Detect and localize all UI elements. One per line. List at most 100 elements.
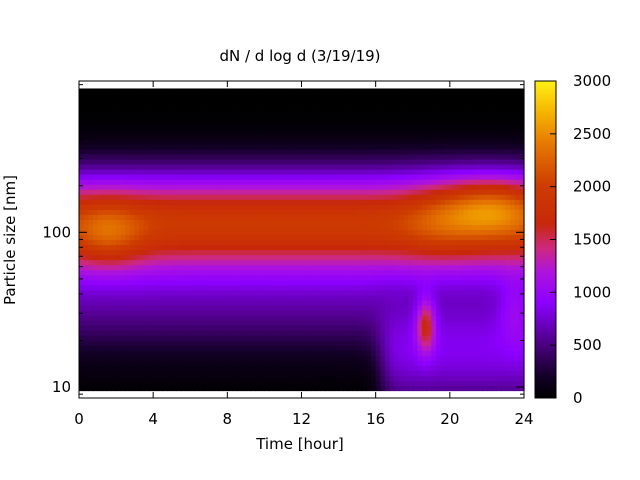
heatmap-cell bbox=[259, 294, 266, 301]
heatmap-cell bbox=[398, 229, 405, 236]
heatmap-cell bbox=[357, 189, 363, 195]
heatmap-cell bbox=[459, 320, 465, 326]
heatmap-cell bbox=[422, 350, 428, 356]
heatmap-cell bbox=[361, 340, 367, 346]
heatmap-cell bbox=[361, 133, 367, 140]
heatmap-cell bbox=[338, 118, 344, 125]
heatmap-cell bbox=[278, 184, 284, 190]
heatmap-cell bbox=[282, 294, 289, 301]
heatmap-cell bbox=[454, 289, 460, 296]
heatmap-cell bbox=[366, 209, 372, 215]
heatmap-cell bbox=[273, 123, 279, 130]
heatmap-cell bbox=[208, 345, 215, 351]
heatmap-cell bbox=[315, 279, 321, 286]
heatmap-cell bbox=[236, 244, 242, 251]
heatmap-cell bbox=[153, 128, 159, 135]
heatmap-cell bbox=[324, 209, 330, 215]
heatmap-cell bbox=[375, 264, 381, 271]
heatmap-cell bbox=[222, 274, 228, 281]
heatmap-cell bbox=[398, 194, 405, 200]
heatmap-cell bbox=[79, 199, 85, 205]
heatmap-cell bbox=[227, 315, 233, 321]
heatmap-cell bbox=[167, 88, 173, 95]
heatmap-cell bbox=[157, 340, 164, 346]
heatmap-cell bbox=[435, 148, 442, 155]
heatmap-cell bbox=[394, 158, 400, 165]
heatmap-cell bbox=[176, 113, 182, 120]
heatmap-cell bbox=[320, 174, 326, 180]
heatmap-cell bbox=[106, 229, 113, 236]
heatmap-cell bbox=[92, 184, 99, 190]
heatmap-cell bbox=[417, 244, 423, 251]
heatmap-cell bbox=[218, 214, 224, 220]
heatmap-cell bbox=[315, 128, 321, 135]
heatmap-cell bbox=[167, 259, 173, 266]
heatmap-cell bbox=[357, 103, 363, 110]
heatmap-cell bbox=[139, 269, 145, 276]
heatmap-cell bbox=[301, 385, 307, 392]
heatmap-cell bbox=[116, 189, 122, 195]
heatmap-cell bbox=[408, 169, 414, 175]
heatmap-cell bbox=[116, 133, 122, 140]
heatmap-cell bbox=[380, 163, 386, 170]
heatmap-cell bbox=[412, 259, 418, 266]
heatmap-cell bbox=[296, 385, 303, 392]
heatmap-cell bbox=[375, 385, 381, 392]
heatmap-cell bbox=[361, 330, 367, 336]
heatmap-cell bbox=[250, 244, 256, 251]
heatmap-cell bbox=[97, 315, 103, 321]
heatmap-cell bbox=[167, 294, 173, 301]
heatmap-cell bbox=[412, 350, 418, 356]
heatmap-cell bbox=[79, 375, 85, 382]
heatmap-cell bbox=[218, 123, 224, 130]
heatmap-cell bbox=[134, 350, 140, 356]
heatmap-cell bbox=[384, 153, 391, 160]
heatmap-cell bbox=[389, 259, 395, 266]
heatmap-cell bbox=[384, 375, 391, 382]
heatmap-cell bbox=[227, 138, 233, 145]
heatmap-cell bbox=[83, 320, 89, 326]
heatmap-cell bbox=[357, 133, 363, 140]
heatmap-cell bbox=[213, 204, 219, 210]
heatmap-cell bbox=[320, 264, 326, 271]
heatmap-cell bbox=[116, 174, 122, 180]
heatmap-cell bbox=[343, 294, 349, 301]
heatmap-cell bbox=[357, 259, 363, 266]
heatmap-cell bbox=[343, 118, 349, 125]
heatmap-cell bbox=[218, 143, 224, 150]
heatmap-cell bbox=[120, 330, 126, 336]
heatmap-cell bbox=[431, 93, 437, 100]
heatmap-cell bbox=[329, 163, 335, 170]
heatmap-cell bbox=[357, 234, 363, 241]
heatmap-cell bbox=[375, 189, 381, 195]
heatmap-cell bbox=[148, 148, 154, 155]
heatmap-cell bbox=[361, 158, 367, 165]
heatmap-cell bbox=[83, 158, 89, 165]
heatmap-cell bbox=[301, 244, 307, 251]
heatmap-cell bbox=[431, 143, 437, 150]
heatmap-cell bbox=[431, 98, 437, 105]
heatmap-cell bbox=[213, 304, 219, 311]
heatmap-cell bbox=[296, 93, 303, 100]
heatmap-cell bbox=[380, 128, 386, 135]
heatmap-cell bbox=[375, 304, 381, 311]
heatmap-cell bbox=[278, 325, 284, 331]
heatmap-cell bbox=[139, 118, 145, 125]
heatmap-cell bbox=[343, 320, 349, 326]
heatmap-cell bbox=[347, 380, 354, 387]
heatmap-cell bbox=[111, 169, 117, 175]
heatmap-cell bbox=[343, 299, 349, 306]
heatmap-cell bbox=[125, 254, 131, 261]
heatmap-cell bbox=[264, 143, 270, 150]
heatmap-cell bbox=[459, 269, 465, 276]
heatmap-cell bbox=[139, 163, 145, 170]
heatmap-cell bbox=[282, 103, 289, 110]
heatmap-cell bbox=[306, 224, 312, 231]
heatmap-cell bbox=[422, 209, 428, 215]
heatmap-cell bbox=[129, 189, 136, 195]
heatmap-cell bbox=[83, 299, 89, 306]
heatmap-cell bbox=[454, 93, 460, 100]
heatmap-cell bbox=[208, 244, 215, 251]
heatmap-cell bbox=[190, 269, 196, 276]
heatmap-cell bbox=[241, 345, 247, 351]
